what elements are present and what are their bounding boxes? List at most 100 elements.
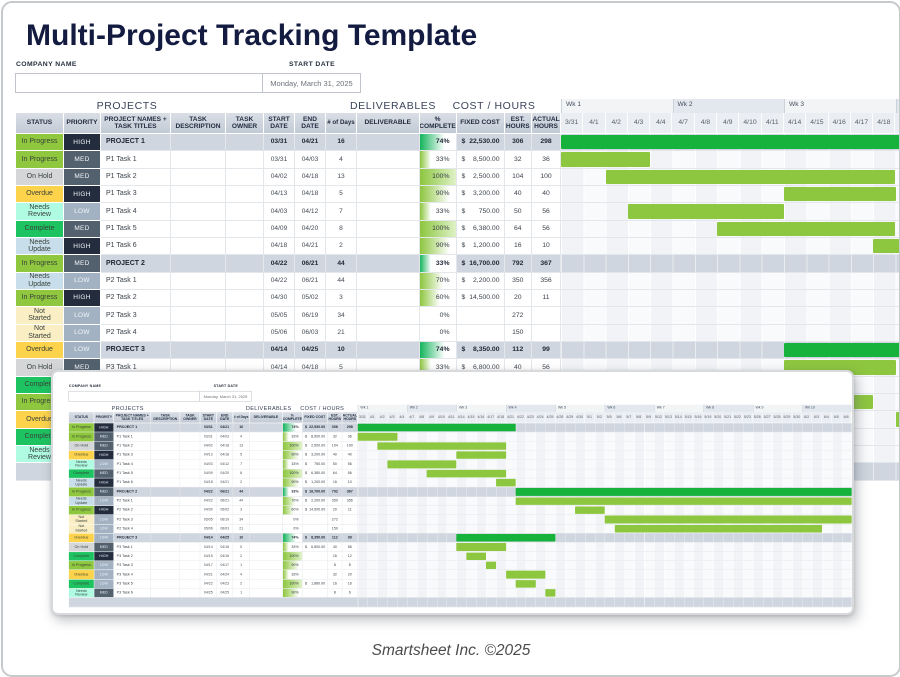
- pct-complete-cell[interactable]: 70%: [420, 273, 457, 290]
- start-date-cell[interactable]: 05/06: [264, 325, 295, 342]
- fixed-cost-cell[interactable]: [457, 325, 505, 342]
- actual-hours-cell[interactable]: 56: [532, 203, 561, 220]
- est-hours-cell[interactable]: 50: [505, 203, 533, 220]
- task-title-cell[interactable]: P2 Task 1: [101, 273, 171, 290]
- gantt-row[interactable]: [561, 290, 900, 307]
- actual-hours-cell[interactable]: 367: [532, 255, 561, 272]
- gantt-row[interactable]: [561, 186, 900, 203]
- task-owner-cell[interactable]: [226, 203, 264, 220]
- est-hours-cell[interactable]: 16: [505, 238, 533, 255]
- end-date-cell[interactable]: 04/21: [295, 134, 326, 151]
- days-cell[interactable]: 44: [326, 255, 357, 272]
- gantt-bar[interactable]: [561, 135, 900, 149]
- start-date-cell[interactable]: 04/22: [264, 273, 295, 290]
- days-cell[interactable]: 10: [326, 342, 357, 359]
- priority-cell[interactable]: LOW: [64, 273, 101, 290]
- start-date-cell[interactable]: 05/05: [264, 307, 295, 324]
- est-hours-cell[interactable]: 350: [505, 273, 533, 290]
- deliverable-cell[interactable]: [357, 342, 420, 359]
- gantt-bar[interactable]: [851, 395, 873, 409]
- task-owner-cell[interactable]: [226, 151, 264, 168]
- task-title-cell[interactable]: P2 Task 4: [101, 325, 171, 342]
- days-cell[interactable]: 44: [326, 273, 357, 290]
- status-cell[interactable]: In Progress: [16, 290, 64, 307]
- fixed-cost-cell[interactable]: $14,500.00: [457, 290, 505, 307]
- fixed-cost-cell[interactable]: $6,380.00: [457, 221, 505, 238]
- actual-hours-cell[interactable]: 56: [532, 221, 561, 238]
- est-hours-cell[interactable]: 112: [505, 342, 533, 359]
- gantt-row[interactable]: [561, 169, 900, 186]
- task-description-cell[interactable]: [171, 255, 226, 272]
- deliverable-cell[interactable]: [357, 307, 420, 324]
- deliverable-cell[interactable]: [357, 186, 420, 203]
- deliverable-cell[interactable]: [357, 169, 420, 186]
- start-date-cell[interactable]: 03/31: [264, 151, 295, 168]
- fixed-cost-cell[interactable]: $16,700.00: [457, 255, 505, 272]
- task-description-cell[interactable]: [171, 307, 226, 324]
- priority-cell[interactable]: HIGH: [64, 238, 101, 255]
- days-cell[interactable]: 8: [326, 221, 357, 238]
- task-description-cell[interactable]: [171, 169, 226, 186]
- deliverable-cell[interactable]: [357, 238, 420, 255]
- gantt-row[interactable]: [561, 342, 900, 359]
- priority-cell[interactable]: MED: [64, 169, 101, 186]
- actual-hours-cell[interactable]: 356: [532, 273, 561, 290]
- actual-hours-cell[interactable]: 99: [532, 342, 561, 359]
- task-owner-cell[interactable]: [226, 273, 264, 290]
- gantt-bar[interactable]: [784, 343, 900, 357]
- gantt-bar[interactable]: [628, 204, 784, 218]
- days-cell[interactable]: 5: [326, 186, 357, 203]
- days-cell[interactable]: 13: [326, 169, 357, 186]
- deliverable-cell[interactable]: [357, 151, 420, 168]
- end-date-cell[interactable]: 05/02: [295, 290, 326, 307]
- actual-hours-cell[interactable]: 298: [532, 134, 561, 151]
- task-description-cell[interactable]: [171, 238, 226, 255]
- gantt-row[interactable]: [561, 238, 900, 255]
- actual-hours-cell[interactable]: 10: [532, 238, 561, 255]
- pct-complete-cell[interactable]: 90%: [420, 238, 457, 255]
- pct-complete-cell[interactable]: 0%: [420, 325, 457, 342]
- task-title-cell[interactable]: P2 Task 2: [101, 290, 171, 307]
- days-cell[interactable]: 4: [326, 151, 357, 168]
- deliverable-cell[interactable]: [357, 255, 420, 272]
- task-title-cell[interactable]: PROJECT 3: [101, 342, 171, 359]
- pct-complete-cell[interactable]: 90%: [420, 186, 457, 203]
- deliverable-cell[interactable]: [357, 221, 420, 238]
- priority-cell[interactable]: MED: [64, 221, 101, 238]
- end-date-cell[interactable]: 04/03: [295, 151, 326, 168]
- priority-cell[interactable]: LOW: [64, 325, 101, 342]
- end-date-cell[interactable]: 04/18: [295, 186, 326, 203]
- fixed-cost-cell[interactable]: $2,200.00: [457, 273, 505, 290]
- days-cell[interactable]: 34: [326, 307, 357, 324]
- start-date-cell[interactable]: 03/31: [264, 134, 295, 151]
- gantt-row[interactable]: [561, 134, 900, 151]
- gantt-row[interactable]: [561, 221, 900, 238]
- status-cell[interactable]: Overdue: [16, 342, 64, 359]
- start-date-cell[interactable]: 04/13: [264, 186, 295, 203]
- task-description-cell[interactable]: [171, 186, 226, 203]
- status-cell[interactable]: In Progress: [16, 255, 64, 272]
- days-cell[interactable]: 21: [326, 325, 357, 342]
- start-date-cell[interactable]: 04/18: [264, 238, 295, 255]
- task-owner-cell[interactable]: [226, 134, 264, 151]
- est-hours-cell[interactable]: 792: [505, 255, 533, 272]
- priority-cell[interactable]: MED: [64, 151, 101, 168]
- status-cell[interactable]: In Progress: [16, 151, 64, 168]
- gantt-row[interactable]: [561, 255, 900, 272]
- fixed-cost-cell[interactable]: $8,350.00: [457, 342, 505, 359]
- priority-cell[interactable]: LOW: [64, 307, 101, 324]
- task-owner-cell[interactable]: [226, 255, 264, 272]
- task-description-cell[interactable]: [171, 134, 226, 151]
- priority-cell[interactable]: HIGH: [64, 186, 101, 203]
- est-hours-cell[interactable]: 150: [505, 325, 533, 342]
- end-date-cell[interactable]: 06/03: [295, 325, 326, 342]
- pct-complete-cell[interactable]: 100%: [420, 221, 457, 238]
- task-description-cell[interactable]: [171, 221, 226, 238]
- gantt-bar[interactable]: [561, 152, 650, 166]
- actual-hours-cell[interactable]: 40: [532, 186, 561, 203]
- task-title-cell[interactable]: P1 Task 3: [101, 186, 171, 203]
- gantt-row[interactable]: [561, 151, 900, 168]
- task-title-cell[interactable]: P1 Task 2: [101, 169, 171, 186]
